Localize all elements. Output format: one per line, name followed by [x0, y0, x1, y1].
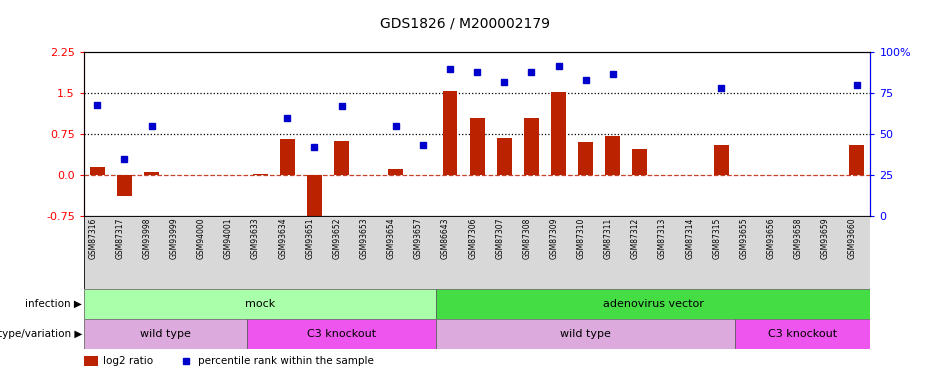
Text: GSM93659: GSM93659 — [821, 218, 830, 259]
Bar — [632, 149, 647, 175]
Bar — [849, 145, 864, 175]
Text: GSM87307: GSM87307 — [495, 218, 505, 259]
Bar — [442, 90, 457, 175]
Text: GSM93660: GSM93660 — [848, 218, 857, 259]
Text: GSM86643: GSM86643 — [441, 218, 450, 259]
Text: adenovirus vector: adenovirus vector — [603, 299, 704, 309]
Text: GSM93634: GSM93634 — [278, 218, 288, 259]
Text: log2 ratio: log2 ratio — [103, 356, 154, 366]
Text: GSM87310: GSM87310 — [576, 218, 586, 259]
Text: GSM87313: GSM87313 — [658, 218, 667, 259]
Bar — [280, 140, 295, 175]
Text: GSM87306: GSM87306 — [468, 218, 478, 259]
Bar — [578, 142, 593, 175]
Text: GSM93653: GSM93653 — [359, 218, 369, 259]
Bar — [524, 118, 539, 175]
Text: GSM93658: GSM93658 — [793, 218, 803, 259]
Bar — [247, 319, 437, 349]
Bar — [469, 118, 485, 175]
Text: GSM87316: GSM87316 — [88, 218, 98, 259]
Bar — [117, 175, 132, 195]
Text: GSM87312: GSM87312 — [631, 218, 640, 259]
Text: GSM94000: GSM94000 — [196, 218, 206, 259]
Bar — [252, 174, 267, 175]
Bar — [437, 289, 870, 319]
Text: GSM93657: GSM93657 — [414, 218, 423, 259]
Text: GSM87314: GSM87314 — [685, 218, 695, 259]
Text: GSM93655: GSM93655 — [739, 218, 749, 259]
Bar — [84, 289, 437, 319]
Text: GSM87315: GSM87315 — [712, 218, 722, 259]
Text: GSM93999: GSM93999 — [169, 218, 179, 259]
Text: wild type: wild type — [560, 329, 611, 339]
Bar — [605, 136, 620, 175]
Text: GSM93656: GSM93656 — [766, 218, 776, 259]
Text: GDS1826 / M200002179: GDS1826 / M200002179 — [381, 17, 550, 31]
Text: GSM87308: GSM87308 — [522, 218, 532, 259]
Bar — [437, 319, 735, 349]
Text: GSM93633: GSM93633 — [251, 218, 260, 259]
Text: GSM93998: GSM93998 — [142, 218, 152, 259]
Text: C3 knockout: C3 knockout — [768, 329, 837, 339]
Text: GSM93654: GSM93654 — [386, 218, 396, 259]
Bar — [388, 170, 403, 175]
Text: GSM93651: GSM93651 — [305, 218, 315, 259]
Bar — [90, 166, 105, 175]
Text: C3 knockout: C3 knockout — [307, 329, 376, 339]
Text: GSM93652: GSM93652 — [332, 218, 342, 259]
Text: wild type: wild type — [140, 329, 191, 339]
Bar — [714, 145, 729, 175]
Bar — [307, 175, 322, 219]
Text: GSM87317: GSM87317 — [115, 218, 125, 259]
Text: infection ▶: infection ▶ — [25, 299, 82, 309]
Bar — [735, 319, 870, 349]
Bar — [497, 138, 512, 175]
Text: GSM94001: GSM94001 — [224, 218, 233, 259]
Bar — [144, 172, 159, 175]
Text: percentile rank within the sample: percentile rank within the sample — [198, 356, 373, 366]
Text: GSM87311: GSM87311 — [604, 218, 613, 259]
Bar — [551, 92, 566, 175]
Text: GSM87309: GSM87309 — [549, 218, 559, 259]
Bar — [334, 141, 349, 175]
Bar — [84, 356, 98, 366]
Bar — [84, 319, 247, 349]
Text: mock: mock — [245, 299, 276, 309]
Text: genotype/variation ▶: genotype/variation ▶ — [0, 329, 82, 339]
